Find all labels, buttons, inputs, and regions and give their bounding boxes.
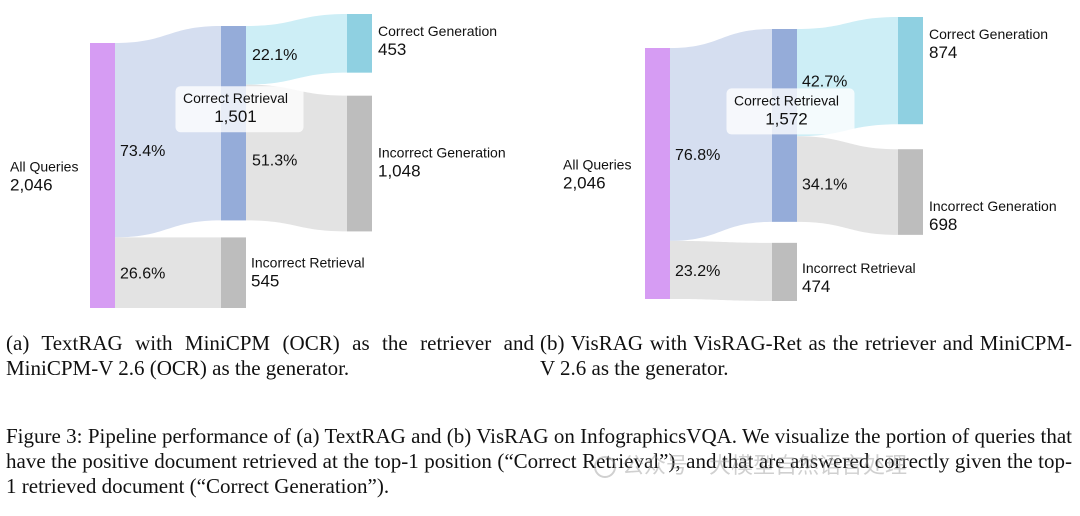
node-value-cg: 453 <box>378 40 406 59</box>
pct-label-cr-cg: 22.1% <box>252 47 297 64</box>
figure-caption: Figure 3: Pipeline performance of (a) Te… <box>6 424 1072 498</box>
node-cg-bar <box>898 17 923 125</box>
node-value-all: 2,046 <box>10 176 53 195</box>
pct-label-all-cr: 76.8% <box>675 147 720 164</box>
node-all-bar <box>645 48 670 299</box>
node-name-cr: Correct Retrieval <box>183 90 288 106</box>
node-name-ir: Incorrect Retrieval <box>802 260 916 276</box>
pct-label-cr-cg: 42.7% <box>802 73 847 90</box>
link-cr-to-ig <box>797 136 898 235</box>
node-ir-bar <box>221 237 246 308</box>
node-value-cr: 1,501 <box>214 107 257 126</box>
link-all-to-ir <box>670 240 772 301</box>
node-cg-bar <box>347 14 372 73</box>
node-label-bg <box>175 86 304 133</box>
node-name-ir: Incorrect Retrieval <box>251 254 365 270</box>
subfigure-caption-b: (b) VisRAG with VisRAG-Ret as the retrie… <box>540 331 1072 380</box>
node-value-ir: 545 <box>251 271 279 290</box>
link-all-to-cr <box>115 26 221 238</box>
node-ir-bar <box>772 242 797 301</box>
pct-label-all-ir: 26.6% <box>120 266 165 283</box>
pct-label-cr-ig: 51.3% <box>252 152 297 169</box>
node-value-cr: 1,572 <box>765 109 808 128</box>
node-value-cg: 874 <box>929 43 957 62</box>
node-ig-bar <box>347 95 372 232</box>
pct-label-cr-ig: 34.1% <box>802 176 847 193</box>
node-name-ig: Incorrect Generation <box>378 145 506 161</box>
node-value-all: 2,046 <box>563 174 606 193</box>
node-ig-bar <box>898 149 923 235</box>
node-value-ig: 698 <box>929 215 957 234</box>
subfigure-caption-a: (a) TextRAG with MiniCPM (OCR) as the re… <box>6 331 534 380</box>
node-all-bar <box>90 43 115 308</box>
node-name-cg: Correct Generation <box>929 26 1048 42</box>
node-name-all: All Queries <box>563 157 631 173</box>
node-label-bg <box>726 88 855 135</box>
node-value-ir: 474 <box>802 277 830 296</box>
node-name-ig: Incorrect Generation <box>929 198 1057 214</box>
node-value-ig: 1,048 <box>378 162 421 181</box>
node-name-cr: Correct Retrieval <box>734 92 839 108</box>
pct-label-all-ir: 23.2% <box>675 263 720 280</box>
node-name-all: All Queries <box>10 159 78 175</box>
node-name-cg: Correct Generation <box>378 23 497 39</box>
pct-label-all-cr: 73.4% <box>120 143 165 160</box>
link-all-to-cr <box>670 29 772 241</box>
link-all-to-ir <box>115 237 221 308</box>
link-cr-to-cg <box>246 14 347 85</box>
